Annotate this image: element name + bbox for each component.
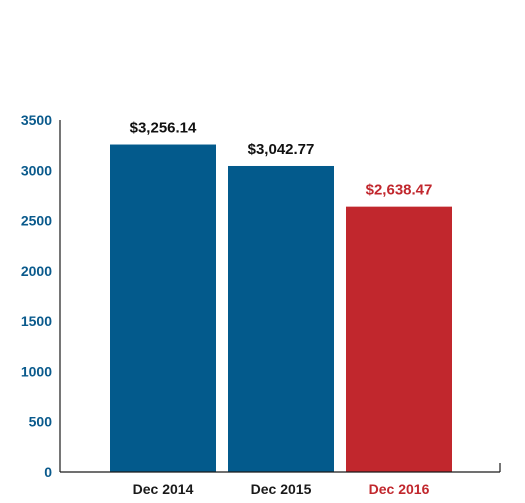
y-axis-tick-labels: 0 500 1000 1500 2000 2500 3000 3500 — [21, 112, 52, 480]
x-category-label: Dec 2016 — [369, 481, 430, 497]
y-tick-label: 3500 — [21, 112, 52, 128]
bar-value-label: $2,638.47 — [366, 182, 433, 199]
y-tick-label: 2000 — [21, 263, 52, 279]
x-axis-category-labels: Dec 2014 Dec 2015 Dec 2016 — [133, 481, 430, 497]
bar — [110, 144, 216, 473]
y-tick-label: 3000 — [21, 162, 52, 178]
y-tick-label: 1000 — [21, 363, 52, 379]
x-category-label: Dec 2015 — [251, 481, 312, 497]
y-tick-label: 500 — [29, 414, 53, 430]
axes — [59, 120, 501, 473]
bar — [228, 165, 334, 473]
y-tick-label: 2500 — [21, 213, 52, 229]
bar-value-labels: $3,256.14 $3,042.77 $2,638.47 — [130, 120, 433, 199]
bar-value-label: $3,256.14 — [130, 120, 197, 137]
bars — [110, 144, 452, 473]
bar-value-label: $3,042.77 — [248, 141, 315, 158]
y-tick-label: 1500 — [21, 313, 52, 329]
x-category-label: Dec 2014 — [133, 481, 194, 497]
y-tick-label: 0 — [44, 464, 52, 480]
bar — [346, 206, 452, 472]
